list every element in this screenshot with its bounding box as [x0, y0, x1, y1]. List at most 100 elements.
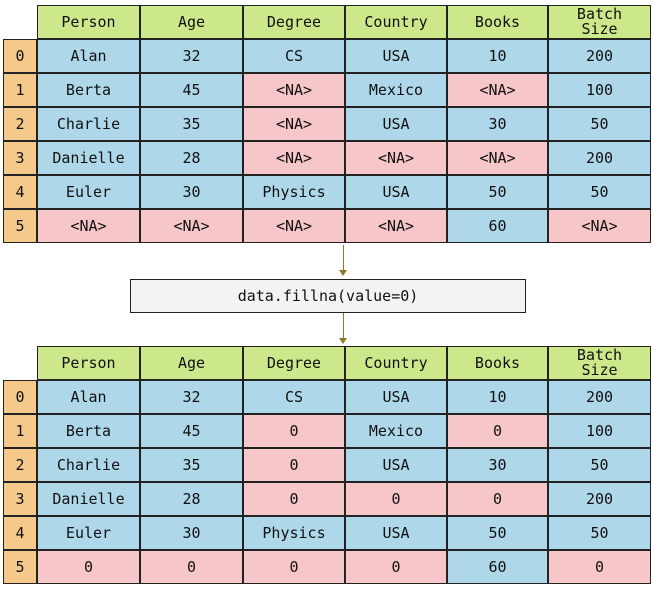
missing-cell: 0	[447, 414, 548, 448]
value-cell: CS	[243, 39, 345, 73]
value-cell: 32	[140, 380, 243, 414]
missing-cell: <NA>	[447, 73, 548, 107]
value-cell: USA	[345, 107, 447, 141]
value-cell: Euler	[37, 516, 140, 550]
value-cell: 50	[447, 516, 548, 550]
value-cell: 30	[447, 448, 548, 482]
column-header: Degree	[243, 5, 345, 39]
value-cell: 60	[447, 209, 548, 243]
value-cell: 10	[447, 380, 548, 414]
missing-cell: <NA>	[243, 141, 345, 175]
value-cell: Charlie	[37, 448, 140, 482]
row-index: 5	[3, 550, 37, 584]
value-cell: Mexico	[345, 73, 447, 107]
value-cell: 45	[140, 414, 243, 448]
column-header: Batch Size	[548, 5, 651, 39]
table-row: 2 Charlie 35 <NA> USA 30 50	[3, 107, 651, 141]
arrow-before-head	[339, 270, 347, 276]
row-index: 4	[3, 175, 37, 209]
value-cell: 30	[140, 175, 243, 209]
value-cell: 10	[447, 39, 548, 73]
missing-cell: 0	[243, 414, 345, 448]
column-header: Country	[345, 346, 447, 380]
value-cell: USA	[345, 380, 447, 414]
missing-cell: <NA>	[345, 209, 447, 243]
column-header: Batch Size	[548, 346, 651, 380]
column-header: Person	[37, 5, 140, 39]
column-header: Age	[140, 346, 243, 380]
value-cell: Physics	[243, 175, 345, 209]
value-cell: 200	[548, 39, 651, 73]
missing-cell: 0	[243, 550, 345, 584]
value-cell: 100	[548, 73, 651, 107]
row-index: 2	[3, 107, 37, 141]
missing-cell: 0	[243, 482, 345, 516]
value-cell: Euler	[37, 175, 140, 209]
value-cell: 30	[140, 516, 243, 550]
value-cell: 50	[548, 448, 651, 482]
table-row: 2 Charlie 35 0 USA 30 50	[3, 448, 651, 482]
value-cell: USA	[345, 448, 447, 482]
missing-cell: <NA>	[548, 209, 651, 243]
missing-cell: 0	[447, 482, 548, 516]
value-cell: 32	[140, 39, 243, 73]
missing-cell: 0	[243, 448, 345, 482]
value-cell: 35	[140, 448, 243, 482]
missing-cell: 0	[548, 550, 651, 584]
header-row: Person Age Degree Country Books Batch Size	[3, 5, 651, 39]
row-index: 0	[3, 39, 37, 73]
missing-cell: <NA>	[243, 73, 345, 107]
value-cell: USA	[345, 175, 447, 209]
column-header: Books	[447, 346, 548, 380]
value-cell: 50	[548, 107, 651, 141]
table-row: 3 Danielle 28 <NA> <NA> <NA> 200	[3, 141, 651, 175]
value-cell: 45	[140, 73, 243, 107]
value-cell: Mexico	[345, 414, 447, 448]
value-cell: Alan	[37, 380, 140, 414]
value-cell: Charlie	[37, 107, 140, 141]
value-cell: 50	[548, 516, 651, 550]
table-row: 4 Euler 30 Physics USA 50 50	[3, 175, 651, 209]
arrow-after-head	[339, 338, 347, 344]
value-cell: USA	[345, 516, 447, 550]
value-cell: Danielle	[37, 482, 140, 516]
missing-cell: <NA>	[345, 141, 447, 175]
value-cell: USA	[345, 39, 447, 73]
column-header-text: Batch Size	[576, 346, 623, 379]
table-row: 0 Alan 32 CS USA 10 200	[3, 39, 651, 73]
value-cell: 60	[447, 550, 548, 584]
value-cell: Physics	[243, 516, 345, 550]
value-cell: 28	[140, 482, 243, 516]
row-index: 3	[3, 141, 37, 175]
missing-cell: <NA>	[243, 209, 345, 243]
value-cell: CS	[243, 380, 345, 414]
value-cell: 50	[548, 175, 651, 209]
missing-cell: 0	[140, 550, 243, 584]
row-index: 1	[3, 414, 37, 448]
missing-cell: 0	[345, 482, 447, 516]
missing-cell: 0	[37, 550, 140, 584]
table-row: 5 0 0 0 0 60 0	[3, 550, 651, 584]
column-header: Degree	[243, 346, 345, 380]
column-header: Books	[447, 5, 548, 39]
row-index: 5	[3, 209, 37, 243]
value-cell: Danielle	[37, 141, 140, 175]
value-cell: 100	[548, 414, 651, 448]
operation-code: data.fillna(value=0)	[237, 287, 419, 305]
table-row: 5 <NA> <NA> <NA> <NA> 60 <NA>	[3, 209, 651, 243]
row-index: 4	[3, 516, 37, 550]
value-cell: Berta	[37, 414, 140, 448]
column-header: Country	[345, 5, 447, 39]
value-cell: 30	[447, 107, 548, 141]
value-cell: Berta	[37, 73, 140, 107]
table-row: 1 Berta 45 <NA> Mexico <NA> 100	[3, 73, 651, 107]
table-row: 0 Alan 32 CS USA 10 200	[3, 380, 651, 414]
column-header: Age	[140, 5, 243, 39]
table-row: 1 Berta 45 0 Mexico 0 100	[3, 414, 651, 448]
missing-cell: <NA>	[243, 107, 345, 141]
value-cell: 200	[548, 380, 651, 414]
table-row: 3 Danielle 28 0 0 0 200	[3, 482, 651, 516]
missing-cell: <NA>	[140, 209, 243, 243]
column-header: Person	[37, 346, 140, 380]
value-cell: 50	[447, 175, 548, 209]
